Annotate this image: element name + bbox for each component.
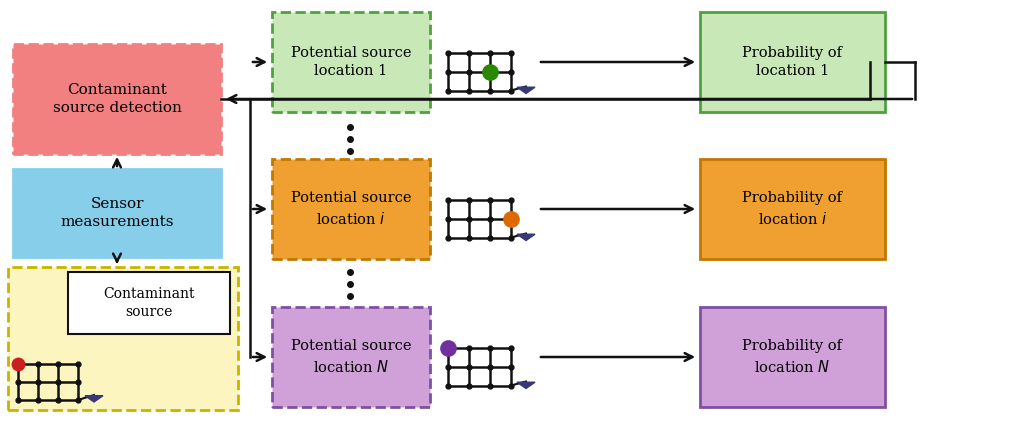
Polygon shape	[517, 382, 535, 389]
Bar	[700, 307, 885, 407]
Bar	[700, 12, 885, 112]
Bar	[68, 272, 230, 334]
Bar	[272, 12, 430, 112]
Text: Probability of
location $i$: Probability of location $i$	[742, 192, 843, 227]
Text: Contaminant
source: Contaminant source	[103, 287, 195, 319]
Text: Potential source
location 1: Potential source location 1	[291, 46, 412, 78]
Text: Probability of
location 1: Probability of location 1	[742, 46, 843, 78]
Bar	[8, 267, 238, 410]
Bar	[272, 159, 430, 259]
Text: Sensor
measurements: Sensor measurements	[60, 197, 174, 229]
Polygon shape	[85, 396, 103, 402]
Text: Contaminant
source detection: Contaminant source detection	[52, 83, 181, 115]
Polygon shape	[517, 87, 535, 94]
Text: Potential source
location $i$: Potential source location $i$	[291, 192, 412, 227]
Bar	[13, 44, 221, 154]
Bar	[700, 159, 885, 259]
Text: Potential source
location $N$: Potential source location $N$	[291, 339, 412, 375]
Bar	[272, 307, 430, 407]
Polygon shape	[517, 234, 535, 241]
Bar	[13, 169, 221, 257]
Text: Probability of
location $N$: Probability of location $N$	[742, 339, 843, 375]
